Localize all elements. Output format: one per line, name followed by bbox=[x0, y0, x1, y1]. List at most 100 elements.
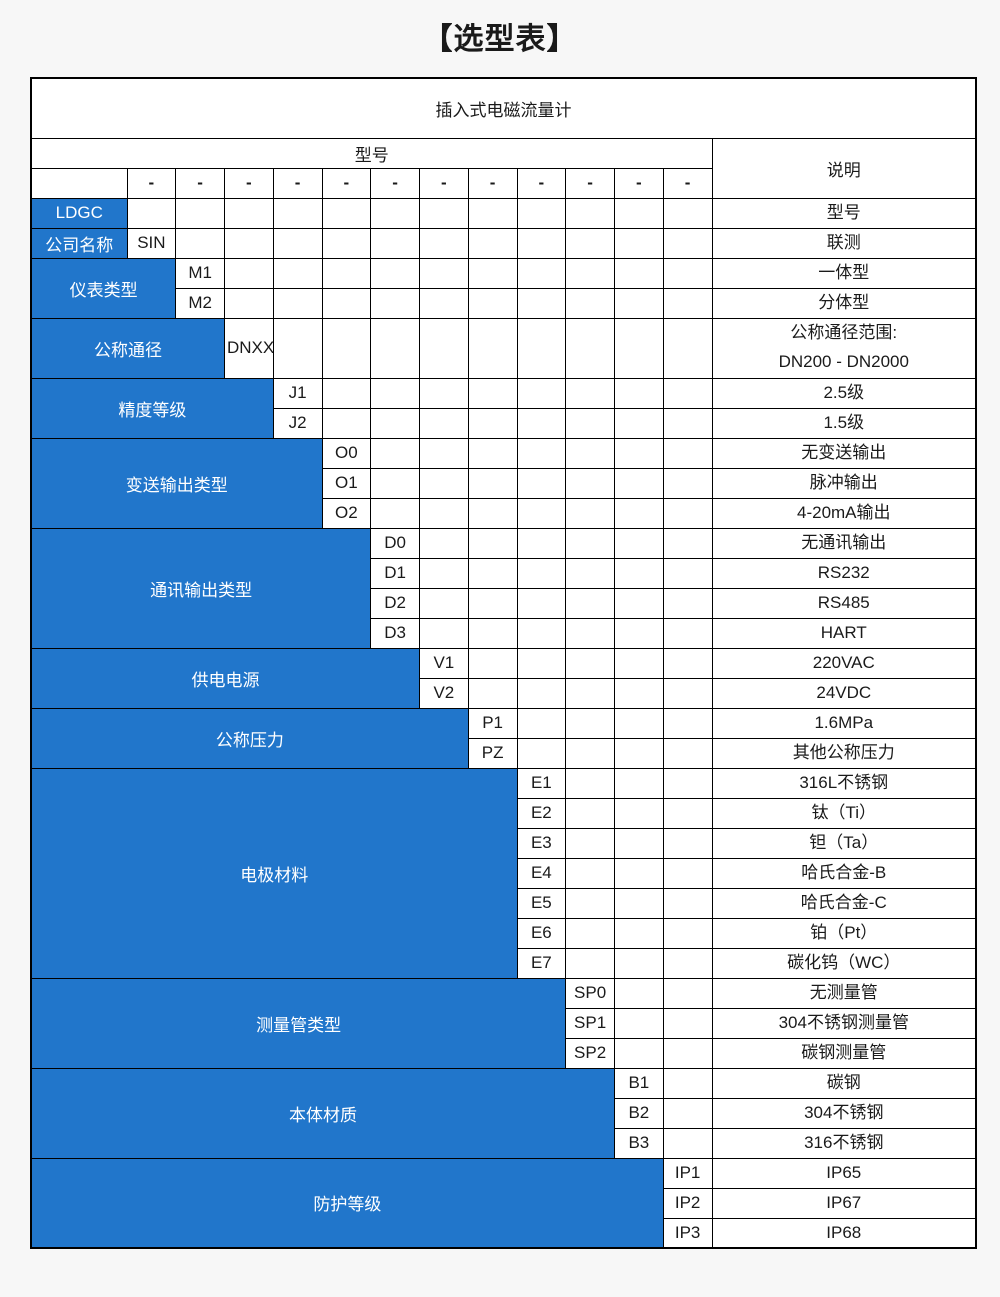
empty-cell bbox=[614, 917, 664, 949]
desc-cell: 4-20mA输出 bbox=[711, 497, 977, 529]
empty-cell bbox=[467, 257, 518, 289]
empty-cell bbox=[419, 257, 469, 289]
empty-cell bbox=[321, 407, 372, 439]
desc-cell: RS485 bbox=[711, 587, 977, 619]
empty-cell bbox=[662, 917, 713, 949]
code-cell: SP2 bbox=[565, 1037, 615, 1069]
empty-cell bbox=[565, 917, 615, 949]
desc-cell: 2.5级 bbox=[711, 377, 977, 409]
empty-cell bbox=[565, 257, 615, 289]
desc-cell: 碳钢测量管 bbox=[711, 1037, 977, 1069]
empty-cell bbox=[662, 1097, 713, 1129]
empty-cell bbox=[662, 617, 713, 649]
desc-cell: 无变送输出 bbox=[711, 437, 977, 469]
empty-cell bbox=[662, 257, 713, 289]
section-label: 电极材料 bbox=[30, 767, 518, 979]
empty-cell bbox=[662, 857, 713, 889]
empty-cell bbox=[370, 407, 420, 439]
empty-cell bbox=[516, 617, 567, 649]
empty-cell bbox=[614, 647, 664, 679]
empty-cell bbox=[614, 737, 664, 769]
dash-cell: - bbox=[516, 167, 567, 199]
empty-cell bbox=[516, 707, 567, 739]
desc-cell: 钛（Ti） bbox=[711, 797, 977, 829]
code-cell: D3 bbox=[370, 617, 420, 649]
empty-cell bbox=[467, 287, 518, 319]
empty-cell bbox=[614, 827, 664, 859]
code-cell: V1 bbox=[419, 647, 469, 679]
empty-cell bbox=[662, 827, 713, 859]
empty-cell bbox=[565, 437, 615, 469]
empty-cell bbox=[662, 707, 713, 739]
desc-cell: HART bbox=[711, 617, 977, 649]
empty-cell bbox=[614, 1007, 664, 1039]
empty-cell bbox=[662, 467, 713, 499]
section-label: 防护等级 bbox=[30, 1157, 664, 1249]
empty-cell bbox=[321, 257, 372, 289]
empty-cell bbox=[370, 287, 420, 319]
code-cell: B3 bbox=[614, 1127, 664, 1159]
empty-cell bbox=[467, 557, 518, 589]
empty-cell bbox=[565, 467, 615, 499]
empty-cell bbox=[516, 197, 567, 229]
empty-cell bbox=[565, 197, 615, 229]
section-label: 测量管类型 bbox=[30, 977, 567, 1069]
empty-cell bbox=[614, 677, 664, 709]
empty-cell bbox=[662, 737, 713, 769]
empty-cell bbox=[662, 197, 713, 229]
empty-cell bbox=[370, 317, 420, 379]
empty-cell bbox=[662, 497, 713, 529]
empty-cell bbox=[614, 287, 664, 319]
empty-cell bbox=[224, 287, 274, 319]
empty-cell bbox=[565, 677, 615, 709]
desc-cell: 钽（Ta） bbox=[711, 827, 977, 859]
empty-cell bbox=[467, 377, 518, 409]
empty-cell bbox=[565, 557, 615, 589]
empty-cell bbox=[614, 227, 664, 259]
empty-cell bbox=[467, 227, 518, 259]
empty-cell bbox=[516, 497, 567, 529]
empty-cell bbox=[662, 947, 713, 979]
section-label: 通讯输出类型 bbox=[30, 527, 372, 649]
desc-cell: IP65 bbox=[711, 1157, 977, 1189]
empty-cell bbox=[321, 227, 372, 259]
empty-cell bbox=[662, 377, 713, 409]
empty-cell bbox=[614, 557, 664, 589]
code-cell: O1 bbox=[321, 467, 372, 499]
empty-cell bbox=[662, 677, 713, 709]
code-cell: J2 bbox=[272, 407, 323, 439]
code-cell: E6 bbox=[516, 917, 567, 949]
empty-cell bbox=[614, 617, 664, 649]
section-label: LDGC bbox=[30, 197, 128, 229]
empty-cell bbox=[662, 587, 713, 619]
empty-cell bbox=[614, 527, 664, 559]
desc-cell: 304不锈钢测量管 bbox=[711, 1007, 977, 1039]
empty-cell bbox=[662, 527, 713, 559]
desc-cell: 碳化钨（WC） bbox=[711, 947, 977, 979]
empty-cell bbox=[175, 227, 225, 259]
empty-cell bbox=[321, 197, 372, 229]
desc-cell: 316不锈钢 bbox=[711, 1127, 977, 1159]
desc-cell: 碳钢 bbox=[711, 1067, 977, 1099]
code-cell: D0 bbox=[370, 527, 420, 559]
empty-cell bbox=[614, 407, 664, 439]
code-cell: PZ bbox=[467, 737, 518, 769]
empty-cell bbox=[467, 317, 518, 379]
empty-cell bbox=[614, 437, 664, 469]
empty-cell bbox=[516, 407, 567, 439]
desc-cell: 铂（Pt） bbox=[711, 917, 977, 949]
code-cell: O2 bbox=[321, 497, 372, 529]
empty-cell bbox=[419, 497, 469, 529]
code-cell: E3 bbox=[516, 827, 567, 859]
empty-cell bbox=[614, 707, 664, 739]
dash-cell: - bbox=[224, 167, 274, 199]
code-cell: J1 bbox=[272, 377, 323, 409]
empty-cell bbox=[467, 587, 518, 619]
empty-cell bbox=[565, 407, 615, 439]
empty-cell bbox=[370, 377, 420, 409]
empty-cell bbox=[565, 827, 615, 859]
empty-cell bbox=[565, 887, 615, 919]
empty-cell bbox=[516, 587, 567, 619]
empty-cell bbox=[370, 497, 420, 529]
empty-cell bbox=[370, 227, 420, 259]
